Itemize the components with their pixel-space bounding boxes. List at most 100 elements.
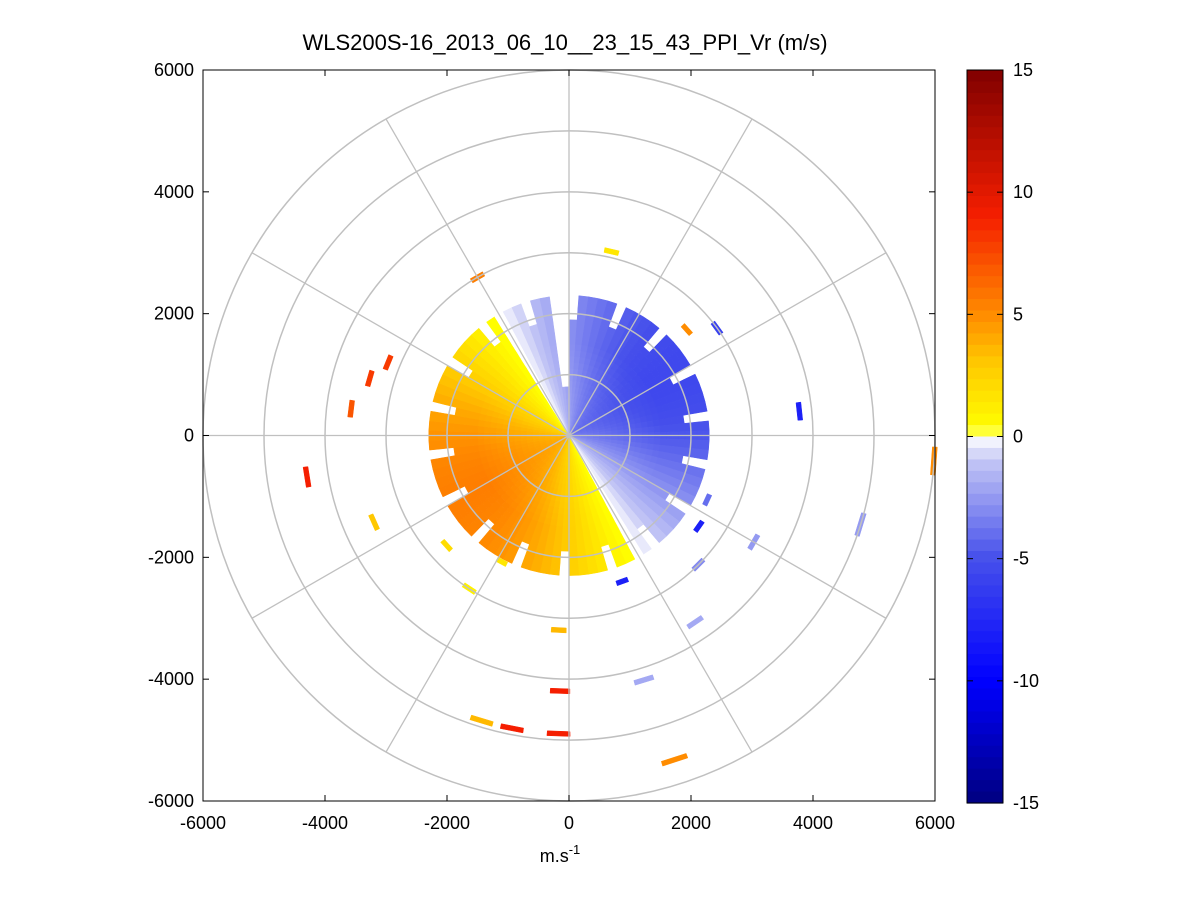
velocity-cell xyxy=(568,349,576,357)
scatter-return xyxy=(549,687,571,695)
velocity-cell xyxy=(635,427,643,434)
colorbar-swatch xyxy=(967,81,1003,94)
velocity-cell xyxy=(646,420,655,428)
velocity-cell xyxy=(471,425,479,433)
velocity-cell xyxy=(665,424,673,433)
x-tick-label: -6000 xyxy=(180,813,226,833)
colorbar-swatch xyxy=(967,367,1003,380)
velocity-cell xyxy=(568,538,577,546)
colorbar-swatch xyxy=(967,402,1003,415)
colorbar-tick-label: -10 xyxy=(1013,671,1039,691)
azimuth-spoke xyxy=(385,118,570,436)
velocity-cell xyxy=(698,401,708,413)
velocity-cell xyxy=(568,496,574,503)
velocity-cell xyxy=(465,424,473,433)
velocity-cell xyxy=(568,319,578,327)
velocity-cell xyxy=(575,331,584,340)
velocity-cell xyxy=(478,537,491,550)
colorbar-swatch xyxy=(967,173,1003,186)
colorbar-swatch xyxy=(967,791,1003,804)
velocity-cell xyxy=(554,531,563,540)
velocity-cell xyxy=(578,567,589,576)
velocity-cell xyxy=(519,436,527,441)
velocity-cell xyxy=(563,502,570,509)
velocity-cell xyxy=(696,421,704,432)
colorbar-swatch xyxy=(967,562,1003,575)
velocity-cell xyxy=(477,438,485,446)
scatter-return xyxy=(686,615,705,630)
velocity-cell xyxy=(477,425,485,433)
chart-title: WLS200S-16_2013_06_10__23_15_43_PPI_Vr (… xyxy=(302,30,827,55)
scatter-return xyxy=(660,753,689,767)
velocity-cell xyxy=(671,438,679,448)
velocity-cell xyxy=(696,439,704,450)
colorbar-tick-label: 10 xyxy=(1013,182,1033,202)
velocity-cell xyxy=(483,443,492,451)
velocity-cell xyxy=(575,325,585,334)
velocity-cell xyxy=(561,538,570,546)
velocity-cell xyxy=(659,438,667,446)
colorbar-swatch xyxy=(967,688,1003,701)
x-tick-label: 2000 xyxy=(671,813,711,833)
colorbar-swatch xyxy=(967,276,1003,289)
velocity-cell xyxy=(647,321,660,334)
velocity-cell xyxy=(562,514,570,522)
y-tick-label: -4000 xyxy=(148,669,194,689)
velocity-cell xyxy=(459,423,467,433)
velocity-cell xyxy=(556,519,564,527)
velocity-cell xyxy=(471,327,484,340)
y-tick-label: 6000 xyxy=(154,60,194,80)
velocity-cell xyxy=(563,508,570,515)
velocity-cell xyxy=(568,562,579,570)
velocity-cell xyxy=(614,557,627,568)
colorbar-swatch xyxy=(967,356,1003,369)
velocity-cell xyxy=(511,303,524,314)
velocity-cell xyxy=(702,420,710,432)
velocity-cell xyxy=(568,356,575,363)
colorbar-swatch xyxy=(967,184,1003,197)
colorbar-swatch xyxy=(967,780,1003,793)
velocity-cell xyxy=(568,568,580,576)
velocity-cell xyxy=(489,426,497,434)
velocity-cell xyxy=(617,429,625,435)
colorbar-swatch xyxy=(967,505,1003,518)
x-tick-label: -2000 xyxy=(424,813,470,833)
velocity-cell xyxy=(641,426,649,434)
velocity-cell xyxy=(568,526,577,534)
colorbar-swatch xyxy=(967,631,1003,644)
velocity-cell xyxy=(465,438,473,447)
velocity-cell xyxy=(572,483,577,491)
velocity-cell xyxy=(552,356,560,365)
velocity-field xyxy=(428,295,710,576)
colorbar-swatch xyxy=(967,230,1003,243)
colorbar-tick-label: -5 xyxy=(1013,549,1029,569)
scatter-return xyxy=(795,401,803,421)
velocity-cell xyxy=(568,544,578,552)
velocity-cell xyxy=(552,543,562,552)
velocity-cell xyxy=(676,415,685,425)
colorbar-swatch xyxy=(967,344,1003,357)
scatter-return xyxy=(633,674,655,686)
velocity-cell xyxy=(568,502,575,509)
velocity-cell xyxy=(647,438,655,445)
colorbar-swatch xyxy=(967,768,1003,781)
scatter-return xyxy=(702,493,713,507)
colorbar-swatch xyxy=(967,310,1003,323)
velocity-cell xyxy=(605,430,612,435)
colorbar-tick-label: -15 xyxy=(1013,793,1039,813)
scatter-return xyxy=(680,323,694,337)
scatter-return xyxy=(382,354,394,371)
scatter-return xyxy=(603,247,620,256)
colorbar-tick-label: 0 xyxy=(1013,427,1023,447)
colorbar-swatch xyxy=(967,104,1003,117)
colorbar: 15 10 5 0 -5 -10 -15 xyxy=(966,60,1039,813)
colorbar-tick-label: 5 xyxy=(1013,304,1023,324)
colorbar-swatch xyxy=(967,253,1003,266)
x-tick-label: 0 xyxy=(564,813,574,833)
scatter-return xyxy=(550,626,567,634)
azimuth-spoke xyxy=(251,434,570,619)
scatter-return xyxy=(693,519,705,534)
colorbar-swatch xyxy=(967,70,1003,83)
colorbar-swatch xyxy=(967,665,1003,678)
velocity-cell xyxy=(434,439,442,450)
